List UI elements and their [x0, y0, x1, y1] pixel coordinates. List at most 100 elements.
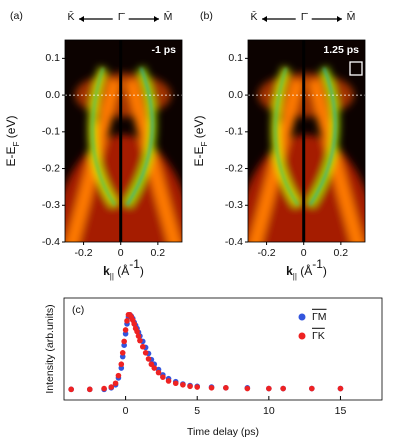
y-tick-label: -0.3: [225, 199, 243, 211]
data-point: [135, 333, 142, 339]
data-point: [119, 350, 126, 356]
data-point: [208, 385, 215, 391]
x-tick-label: 0: [301, 247, 307, 259]
x-tick-label: 5: [194, 405, 200, 417]
x-label-part: ||: [110, 272, 114, 281]
y-label-part: F: [12, 141, 21, 146]
x-tick-label: 0: [118, 247, 124, 259]
x-label-part: k: [286, 264, 293, 278]
data-point: [118, 361, 125, 368]
x-label-part: (Å: [114, 263, 129, 278]
data-point: [223, 385, 229, 391]
roi-box: [349, 61, 363, 76]
x-tick-label: -0.2: [258, 247, 276, 259]
x-label-part: -1: [312, 257, 323, 271]
y-axis-label: Intensity (arb.units): [44, 304, 56, 393]
legend-label: ΓK: [312, 330, 325, 342]
data-point: [180, 381, 186, 388]
x-label-part: -1: [129, 257, 140, 271]
data-point: [121, 338, 127, 345]
data-point: [145, 356, 152, 362]
direction-label: K̄: [250, 10, 257, 23]
y-tick-label: 0.1: [45, 52, 60, 64]
data-point: [139, 343, 146, 350]
data-point: [148, 361, 155, 368]
legend-marker: [298, 313, 306, 321]
data-point: [337, 385, 344, 392]
data-point: [244, 385, 251, 392]
panel-label: (c): [72, 304, 84, 316]
data-point: [137, 337, 143, 344]
plot-frame: [64, 39, 183, 243]
data-point: [101, 385, 107, 392]
y-axis-label: E-EF (eV): [192, 116, 208, 167]
x-tick-label: 0.2: [334, 247, 349, 259]
x-label-part: ): [140, 264, 144, 278]
data-point: [280, 385, 286, 392]
y-label-part: (eV): [4, 116, 18, 142]
data-point: [151, 365, 158, 371]
arrow-head: [154, 16, 159, 22]
data-point: [266, 385, 272, 392]
legend-label: ΓM: [312, 311, 327, 323]
x-tick-label: 0.2: [151, 247, 166, 259]
panel-label: (a): [10, 10, 23, 22]
x-tick-label: -0.2: [75, 247, 93, 259]
y-label-part: (eV): [192, 116, 206, 142]
arpes-image: [231, 40, 381, 415]
delay-label: -1 ps: [151, 44, 176, 56]
y-tick-label: 0.1: [228, 52, 243, 64]
y-tick-label: -0.4: [42, 236, 60, 248]
legend-marker: [298, 332, 306, 340]
x-label-part: (Å: [297, 263, 312, 278]
y-tick-label: -0.2: [42, 162, 60, 174]
data-point: [160, 374, 166, 380]
y-tick-label: -0.4: [225, 236, 243, 248]
y-axis-label: E-EF (eV): [4, 116, 20, 167]
data-point: [86, 386, 93, 393]
arrow-head: [79, 16, 84, 22]
direction-label: Γ̄: [301, 11, 309, 23]
data-point: [108, 384, 115, 390]
x-label-part: ||: [293, 272, 297, 281]
y-tick-label: -0.1: [225, 126, 243, 138]
data-point: [142, 350, 149, 356]
x-label-part: k: [103, 264, 110, 278]
y-label-part: E-E: [4, 146, 18, 166]
data-point: [115, 372, 122, 379]
y-tick-label: -0.3: [42, 199, 60, 211]
direction-label: Γ̄: [118, 11, 126, 23]
data-point: [172, 380, 179, 387]
data-point: [124, 318, 130, 324]
data-point: [155, 369, 162, 376]
data-point: [68, 386, 74, 393]
data-point: [165, 378, 172, 384]
data-point: [122, 327, 129, 333]
direction-label: M̄: [347, 10, 356, 23]
delay-label: 1.25 ps: [323, 44, 359, 56]
x-tick-label: 15: [335, 405, 347, 417]
data-point: [309, 385, 315, 392]
x-tick-label: 10: [263, 405, 275, 417]
plot-frame: [63, 297, 383, 401]
plot-frame: [247, 39, 366, 243]
y-label-part: E-E: [192, 146, 206, 166]
arrow-head: [337, 16, 342, 22]
arrow-head: [262, 16, 267, 22]
direction-label: M̄: [164, 10, 173, 23]
y-tick-label: -0.2: [225, 162, 243, 174]
direction-label: K̄: [67, 10, 74, 23]
data-point: [112, 380, 119, 387]
data-point: [194, 384, 201, 390]
y-label-part: F: [200, 141, 209, 146]
x-label-part: ): [323, 264, 327, 278]
y-tick-label: -0.1: [42, 126, 60, 138]
data-point: [187, 383, 193, 390]
x-tick-label: 0: [123, 405, 129, 417]
data-point: [131, 321, 137, 327]
x-axis-label: Time delay (ps): [187, 426, 259, 438]
y-tick-label: 0.0: [228, 89, 243, 101]
x-axis-label: k|| (Å-1): [286, 257, 327, 280]
